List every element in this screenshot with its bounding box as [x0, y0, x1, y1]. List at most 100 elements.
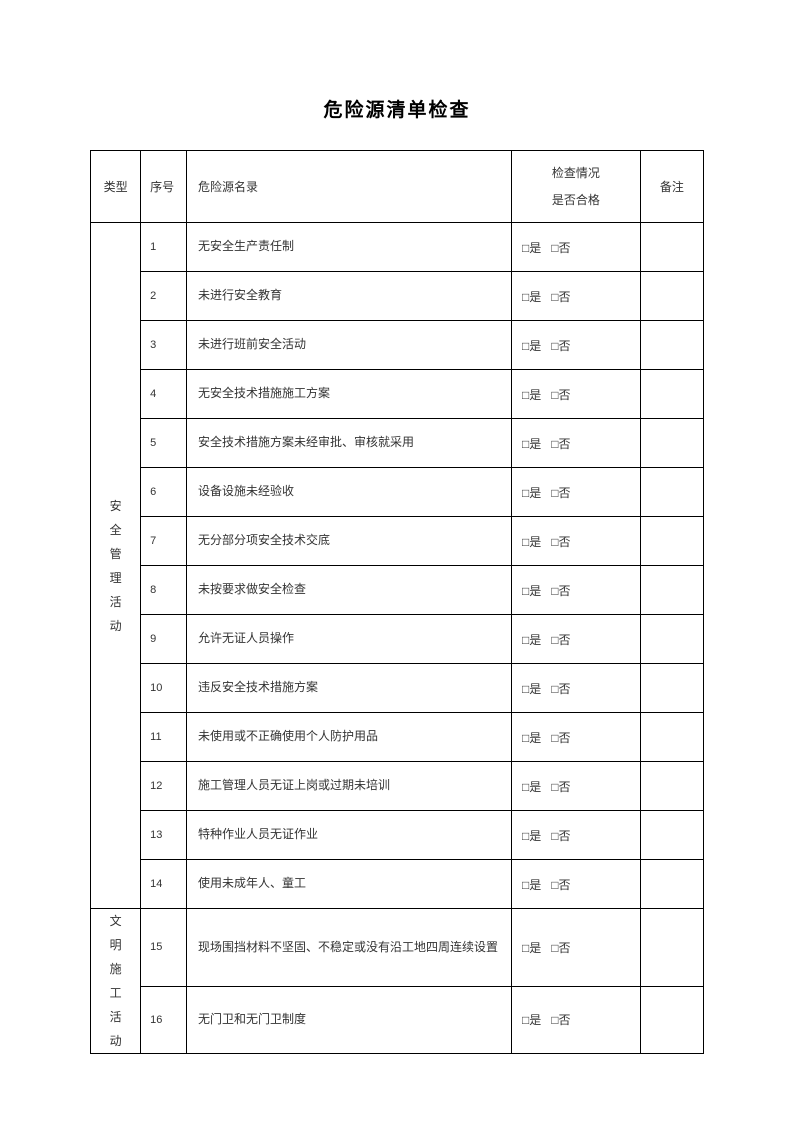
seq-cell: 5	[141, 419, 187, 468]
note-cell	[640, 370, 703, 419]
checkbox-yes[interactable]: □是	[522, 437, 541, 451]
hazard-cell: 施工管理人员无证上岗或过期未培训	[186, 762, 511, 811]
note-cell	[640, 713, 703, 762]
page-title: 危险源清单检查	[90, 95, 704, 122]
seq-cell: 8	[141, 566, 187, 615]
seq-cell: 2	[141, 272, 187, 321]
hazard-checklist-table: 类型 序号 危险源名录 检查情况 是否合格 备注 安全管理活动1无安全生产责任制…	[90, 150, 704, 1054]
hazard-cell: 违反安全技术措施方案	[186, 664, 511, 713]
checkbox-yes[interactable]: □是	[522, 633, 541, 647]
checkbox-no[interactable]: □否	[551, 290, 570, 304]
check-cell: □是 □否	[512, 615, 641, 664]
note-cell	[640, 272, 703, 321]
seq-cell: 4	[141, 370, 187, 419]
table-row: 8未按要求做安全检查 □是 □否	[91, 566, 704, 615]
type-cell: 文明施工活动	[91, 909, 141, 1054]
checkbox-no[interactable]: □否	[551, 437, 570, 451]
table-row: 12施工管理人员无证上岗或过期未培训 □是 □否	[91, 762, 704, 811]
seq-cell: 14	[141, 860, 187, 909]
checkbox-no[interactable]: □否	[551, 941, 570, 955]
table-row: 11未使用或不正确使用个人防护用品□是□否	[91, 713, 704, 762]
check-cell: □是 □否	[512, 468, 641, 517]
check-cell: □是 □否	[512, 419, 641, 468]
check-cell: □是 □否	[512, 272, 641, 321]
seq-cell: 3	[141, 321, 187, 370]
table-row: 4无安全技术措施施工方案 □是 □否	[91, 370, 704, 419]
table-row: 13特种作业人员无证作业□是□否	[91, 811, 704, 860]
check-cell: □是 □否	[512, 223, 641, 272]
checkbox-no[interactable]: □否	[551, 241, 570, 255]
checkbox-yes[interactable]: □是	[522, 878, 541, 892]
table-row: 文明施工活动15现场围挡材料不坚固、不稳定或没有沿工地四周连续设置□是□否	[91, 909, 704, 987]
note-cell	[640, 762, 703, 811]
table-row: 10违反安全技术措施方案 □是 □否	[91, 664, 704, 713]
table-row: 5安全技术措施方案未经审批、审核就采用 □是 □否	[91, 419, 704, 468]
seq-cell: 12	[141, 762, 187, 811]
hazard-cell: 未按要求做安全检查	[186, 566, 511, 615]
note-cell	[640, 860, 703, 909]
hazard-cell: 设备设施未经验收	[186, 468, 511, 517]
checkbox-yes[interactable]: □是	[522, 682, 541, 696]
table-row: 3未进行班前安全活动□是□否	[91, 321, 704, 370]
check-cell: □是 □否	[512, 517, 641, 566]
header-check-line1: 检查情况	[552, 166, 600, 180]
hazard-cell: 安全技术措施方案未经审批、审核就采用	[186, 419, 511, 468]
table-row: 9允许无证人员操作□是□否	[91, 615, 704, 664]
checkbox-no[interactable]: □否	[551, 878, 570, 892]
header-seq: 序号	[141, 151, 187, 223]
check-cell: □是 □否	[512, 713, 641, 762]
checkbox-no[interactable]: □否	[551, 682, 570, 696]
note-cell	[640, 986, 703, 1053]
seq-cell: 13	[141, 811, 187, 860]
checkbox-yes[interactable]: □是	[522, 486, 541, 500]
note-cell	[640, 468, 703, 517]
checkbox-no[interactable]: □否	[551, 339, 570, 353]
check-cell: □是 □否	[512, 986, 641, 1053]
table-row: 7无分部分项安全技术交底□是□否	[91, 517, 704, 566]
checkbox-no[interactable]: □否	[551, 535, 570, 549]
check-cell: □是 □否	[512, 664, 641, 713]
checkbox-no[interactable]: □否	[551, 731, 570, 745]
checkbox-no[interactable]: □否	[551, 780, 570, 794]
check-cell: □是 □否	[512, 762, 641, 811]
check-cell: □是 □否	[512, 909, 641, 987]
hazard-cell: 无安全技术措施施工方案	[186, 370, 511, 419]
checkbox-no[interactable]: □否	[551, 1013, 570, 1027]
check-cell: □是 □否	[512, 811, 641, 860]
note-cell	[640, 419, 703, 468]
note-cell	[640, 517, 703, 566]
checkbox-yes[interactable]: □是	[522, 290, 541, 304]
checkbox-yes[interactable]: □是	[522, 388, 541, 402]
checkbox-yes[interactable]: □是	[522, 780, 541, 794]
checkbox-yes[interactable]: □是	[522, 584, 541, 598]
hazard-cell: 未进行安全教育	[186, 272, 511, 321]
hazard-cell: 现场围挡材料不坚固、不稳定或没有沿工地四周连续设置	[186, 909, 511, 987]
checkbox-no[interactable]: □否	[551, 388, 570, 402]
checkbox-yes[interactable]: □是	[522, 339, 541, 353]
header-check: 检查情况 是否合格	[512, 151, 641, 223]
checkbox-no[interactable]: □否	[551, 829, 570, 843]
checkbox-yes[interactable]: □是	[522, 941, 541, 955]
type-cell: 安全管理活动	[91, 223, 141, 909]
seq-cell: 16	[141, 986, 187, 1053]
table-row: 14使用未成年人、童工□是□否	[91, 860, 704, 909]
note-cell	[640, 664, 703, 713]
checkbox-yes[interactable]: □是	[522, 1013, 541, 1027]
checkbox-yes[interactable]: □是	[522, 829, 541, 843]
checkbox-no[interactable]: □否	[551, 584, 570, 598]
checkbox-yes[interactable]: □是	[522, 535, 541, 549]
hazard-cell: 未使用或不正确使用个人防护用品	[186, 713, 511, 762]
checkbox-yes[interactable]: □是	[522, 731, 541, 745]
checkbox-no[interactable]: □否	[551, 486, 570, 500]
check-cell: □是 □否	[512, 860, 641, 909]
seq-cell: 9	[141, 615, 187, 664]
checkbox-yes[interactable]: □是	[522, 241, 541, 255]
seq-cell: 10	[141, 664, 187, 713]
checkbox-no[interactable]: □否	[551, 633, 570, 647]
hazard-cell: 无分部分项安全技术交底	[186, 517, 511, 566]
note-cell	[640, 223, 703, 272]
table-row: 16无门卫和无门卫制度□是□否	[91, 986, 704, 1053]
header-hazard: 危险源名录	[186, 151, 511, 223]
check-cell: □是 □否	[512, 566, 641, 615]
check-cell: □是 □否	[512, 321, 641, 370]
